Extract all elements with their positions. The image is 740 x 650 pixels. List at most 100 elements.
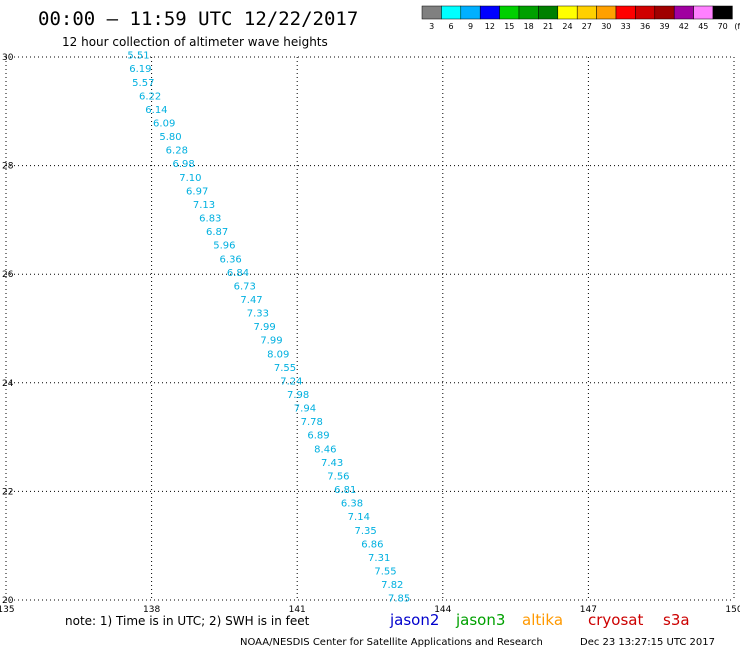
legend-label-27: 27 bbox=[582, 22, 592, 31]
footer-note: note: 1) Time is in UTC; 2) SWH is in fe… bbox=[65, 614, 310, 628]
legend-label-33: 33 bbox=[621, 22, 631, 31]
y-tick-22: 22 bbox=[2, 487, 13, 497]
legend-label-36: 36 bbox=[640, 22, 650, 31]
legend-swatch-21 bbox=[538, 5, 559, 20]
wave-height-34: 7.14 bbox=[348, 512, 370, 523]
y-tick-30: 30 bbox=[2, 53, 14, 63]
legend-label-24: 24 bbox=[562, 22, 572, 31]
y-tick-20: 20 bbox=[2, 596, 14, 606]
x-tick-135: 135 bbox=[0, 605, 15, 615]
wave-height-32: 6.81 bbox=[334, 485, 356, 496]
x-tick-141: 141 bbox=[289, 605, 306, 615]
chart-title: 00:00 – 11:59 UTC 12/22/2017 bbox=[38, 8, 358, 30]
satellite-s3a: s3a bbox=[663, 611, 690, 629]
legend-swatch-18 bbox=[518, 5, 539, 20]
legend-swatch-9 bbox=[460, 5, 481, 20]
wave-height-40: 7.85 bbox=[388, 594, 410, 605]
wave-height-36: 6.86 bbox=[361, 539, 383, 550]
axes: 135 138 141 144 147 150 20 22 24 26 28 30 bbox=[0, 53, 740, 615]
wave-height-4: 6.14 bbox=[145, 105, 167, 116]
footer-timestamp: Dec 23 13:27:15 UTC 2017 bbox=[580, 637, 715, 648]
y-tick-28: 28 bbox=[2, 162, 14, 172]
legend-swatch-27 bbox=[576, 5, 597, 20]
legend-label-3: 3 bbox=[429, 22, 434, 31]
wave-height-33: 6.38 bbox=[341, 499, 363, 510]
satellite-legend: jason2 jason3 altika cryosat s3a bbox=[389, 611, 690, 629]
x-tick-138: 138 bbox=[143, 605, 160, 615]
legend-unit: (ft) bbox=[734, 22, 740, 31]
wave-height-6: 5.80 bbox=[159, 132, 181, 143]
wave-height-29: 8.46 bbox=[314, 444, 336, 455]
wave-height-28: 6.89 bbox=[307, 431, 329, 442]
y-tick-26: 26 bbox=[2, 270, 14, 280]
wave-height-14: 5.96 bbox=[213, 241, 235, 252]
satellite-jason3: jason3 bbox=[455, 611, 505, 629]
legend-swatch-36 bbox=[635, 5, 656, 20]
legend-label-45: 45 bbox=[698, 22, 708, 31]
legend-label-70: 70 bbox=[718, 22, 728, 31]
legend-label-9: 9 bbox=[468, 22, 473, 31]
wave-height-7: 6.28 bbox=[166, 146, 188, 157]
wave-height-1: 6.19 bbox=[129, 64, 151, 75]
x-tick-150: 150 bbox=[725, 605, 740, 615]
wave-height-30: 7.43 bbox=[321, 458, 343, 469]
wave-height-39: 7.82 bbox=[381, 580, 403, 591]
wave-height-12: 6.83 bbox=[199, 214, 221, 225]
legend-label-42: 42 bbox=[679, 22, 689, 31]
legend-swatch-30 bbox=[596, 5, 617, 20]
plot-background bbox=[6, 57, 734, 600]
legend-swatch-6 bbox=[441, 5, 462, 20]
plot-area bbox=[6, 57, 734, 600]
legend-swatch-3 bbox=[421, 5, 442, 20]
legend-swatch-24 bbox=[557, 5, 578, 20]
wave-height-38: 7.55 bbox=[374, 566, 396, 577]
wave-height-21: 7.99 bbox=[260, 336, 282, 347]
wave-height-20: 7.99 bbox=[254, 322, 276, 333]
legend-swatch-45 bbox=[693, 5, 714, 20]
grid bbox=[5, 56, 735, 601]
wave-height-0: 5.51 bbox=[127, 51, 149, 62]
legend-label-18: 18 bbox=[524, 22, 534, 31]
legend-label-12: 12 bbox=[485, 22, 495, 31]
legend-swatch-39 bbox=[654, 5, 675, 20]
legend-label-30: 30 bbox=[601, 22, 611, 31]
wave-height-26: 7.94 bbox=[294, 404, 316, 415]
legend-swatch-12 bbox=[479, 5, 500, 20]
wave-height-16: 6.84 bbox=[227, 268, 249, 279]
wave-height-22: 8.09 bbox=[267, 349, 289, 360]
wave-height-9: 7.10 bbox=[179, 173, 201, 184]
satellite-cryosat: cryosat bbox=[588, 611, 643, 629]
wave-height-11: 7.13 bbox=[193, 200, 215, 211]
legend-swatch-33 bbox=[615, 5, 636, 20]
wave-height-17: 6.73 bbox=[234, 281, 256, 292]
wave-height-15: 6.36 bbox=[220, 254, 242, 265]
legend-label-39: 39 bbox=[659, 22, 669, 31]
satellite-altika: altika bbox=[522, 611, 563, 629]
legend-label-15: 15 bbox=[504, 22, 514, 31]
legend-swatch-15 bbox=[499, 5, 520, 20]
ground-tracks: 5.51 6.19 5.57 6.22 6.14 6.09 5.80 6.28 6.98 7.10… bbox=[127, 51, 410, 605]
y-tick-24: 24 bbox=[2, 379, 14, 389]
x-tick-144: 144 bbox=[434, 605, 451, 615]
footer-credit: NOAA/NESDIS Center for Satellite Applica… bbox=[240, 637, 543, 648]
wave-height-2: 5.57 bbox=[132, 78, 154, 89]
legend-swatch-42 bbox=[673, 5, 694, 20]
wave-height-23: 7.55 bbox=[274, 363, 296, 374]
wave-height-31: 7.56 bbox=[327, 471, 349, 482]
wave-height-24: 7.24 bbox=[280, 376, 302, 387]
wave-height-10: 6.97 bbox=[186, 186, 208, 197]
satellite-jason2: jason2 bbox=[389, 611, 439, 629]
wave-height-37: 7.31 bbox=[368, 553, 390, 564]
wave-height-25: 7.98 bbox=[287, 390, 309, 401]
wave-height-8: 6.98 bbox=[172, 159, 194, 170]
legend-label-21: 21 bbox=[543, 22, 553, 31]
x-tick-147: 147 bbox=[580, 605, 597, 615]
wave-height-13: 6.87 bbox=[206, 227, 228, 238]
chart-subtitle: 12 hour collection of altimeter wave hei… bbox=[62, 35, 328, 49]
wave-height-19: 7.33 bbox=[247, 309, 269, 320]
legend-label-6: 6 bbox=[449, 22, 454, 31]
legend-swatch-70 bbox=[712, 5, 733, 20]
wave-height-18: 7.47 bbox=[240, 295, 262, 306]
